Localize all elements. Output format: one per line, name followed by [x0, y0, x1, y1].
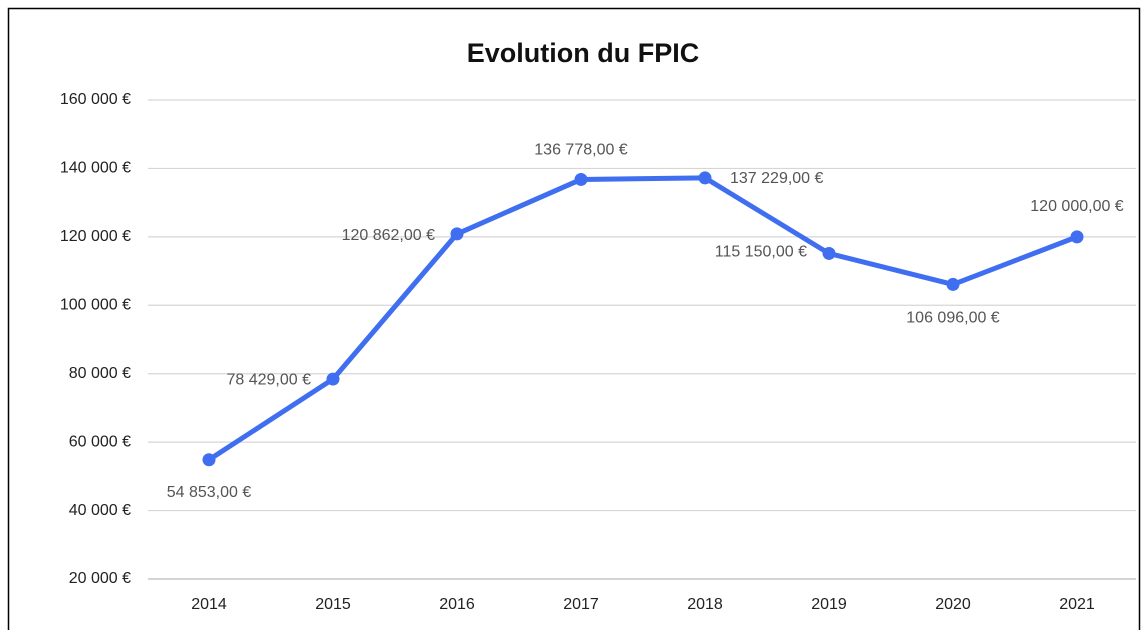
- point: [450, 227, 464, 241]
- y-tick-label: 60 000 €: [69, 433, 131, 450]
- x-tick-label: 2019: [811, 596, 847, 613]
- point: [326, 372, 340, 386]
- point: [574, 172, 588, 186]
- data-label: 115 150,00 €: [715, 244, 807, 261]
- data-label: 137 229,00 €: [730, 170, 824, 187]
- data-label: 54 853,00 €: [167, 484, 252, 501]
- x-tick-label: 2015: [315, 596, 351, 613]
- point: [946, 277, 960, 291]
- x-tick-label: 2018: [687, 596, 723, 613]
- x-tick-label: 2020: [935, 596, 971, 613]
- data-label: 106 096,00 €: [906, 310, 1000, 327]
- y-tick-label: 20 000 €: [69, 570, 131, 587]
- y-tick-label: 100 000 €: [60, 297, 131, 314]
- y-tick-label: 140 000 €: [60, 160, 131, 177]
- y-tick-label: 120 000 €: [60, 228, 131, 245]
- x-tick-label: 2017: [563, 596, 599, 613]
- chart-border: [7, 7, 1141, 630]
- y-tick-label: 40 000 €: [69, 502, 131, 519]
- point: [698, 171, 712, 185]
- data-label: 136 778,00 €: [534, 142, 628, 159]
- x-tick-label: 2016: [439, 596, 475, 613]
- data-label: 120 000,00 €: [1030, 198, 1124, 215]
- x-tick-label: 2014: [191, 596, 227, 613]
- line: [207, 175, 1078, 462]
- point: [822, 246, 836, 260]
- y-tick-label: 160 000 €: [60, 91, 131, 108]
- point: [202, 453, 216, 467]
- data-label: 78 429,00 €: [226, 371, 311, 388]
- y-tick-label: 80 000 €: [69, 365, 131, 382]
- chart-title: Evolution du FPIC: [467, 38, 699, 68]
- data-label: 120 862,00 €: [342, 227, 436, 244]
- x-tick-label: 2021: [1059, 596, 1095, 613]
- point: [1070, 230, 1084, 244]
